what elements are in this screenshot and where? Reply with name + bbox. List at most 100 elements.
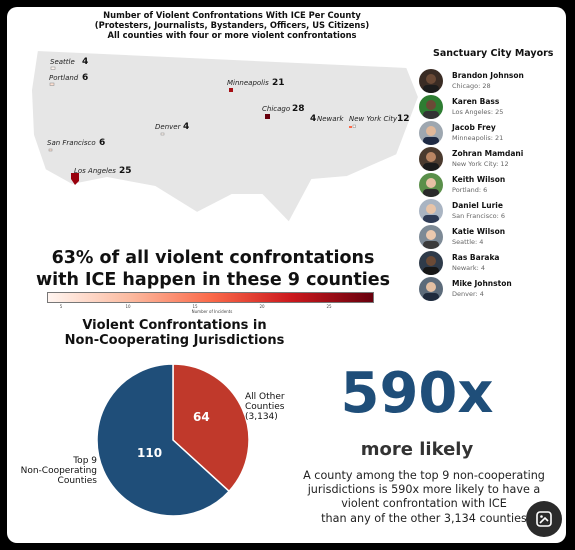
city-label-seattle: Seattle bbox=[50, 58, 75, 66]
mayor-city: Seattle: 4 bbox=[452, 238, 484, 246]
mayor-avatar bbox=[419, 69, 443, 93]
pie-label-line: Counties bbox=[57, 476, 97, 486]
county-marker-denver bbox=[160, 132, 165, 136]
mayor-city: San Francisco: 6 bbox=[452, 212, 506, 220]
colorbar-tick: 20 bbox=[259, 304, 265, 309]
mayor-avatar bbox=[419, 147, 443, 171]
county-marker-sf bbox=[48, 148, 53, 152]
pie-slice-top9 bbox=[96, 363, 231, 517]
pie-title: Violent Confrontations in Non-Cooperatin… bbox=[47, 318, 302, 348]
county-marker-nyc bbox=[349, 126, 352, 128]
pie-slice-other bbox=[172, 363, 250, 493]
pie-label-line: Top 9 bbox=[73, 456, 97, 466]
pie-label-line: Counties bbox=[245, 402, 285, 412]
colorbar-tick: 25 bbox=[326, 304, 332, 309]
mayor-name: Jacob Frey bbox=[452, 123, 496, 132]
mayor-name: Mike Johnston bbox=[452, 279, 512, 288]
pie-label-other: All Other Counties (3,134) bbox=[245, 392, 305, 422]
explanation-line: A county among the top 9 non-cooperating bbox=[303, 469, 545, 482]
image-action-button[interactable] bbox=[526, 501, 562, 537]
mayors-title: Sanctuary City Mayors bbox=[433, 48, 554, 59]
pie-title-line: Non-Cooperating Jurisdictions bbox=[64, 333, 285, 348]
map-title: Number of Violent Confrontations With IC… bbox=[67, 10, 397, 40]
pie-chart bbox=[96, 363, 250, 517]
city-count-chicago: 28 bbox=[292, 104, 305, 114]
city-count-sf: 6 bbox=[99, 138, 106, 148]
explanation-text: A county among the top 9 non-cooperating… bbox=[282, 469, 566, 526]
city-label-minneapolis: Minneapolis bbox=[227, 79, 269, 87]
county-marker-newark bbox=[352, 124, 356, 128]
pie-label-line: All Other bbox=[245, 392, 285, 402]
mayor-city: New York City: 12 bbox=[452, 160, 509, 168]
mayor-city: Denver: 4 bbox=[452, 290, 484, 298]
mayor-item: Zohran Mamdani New York City: 12 bbox=[419, 147, 559, 173]
mayor-avatar bbox=[419, 95, 443, 119]
mayor-name: Ras Baraka bbox=[452, 253, 500, 262]
pie-title-line: Violent Confrontations in bbox=[82, 318, 267, 333]
pie-value-top9: 110 bbox=[137, 446, 163, 460]
mayor-avatar bbox=[419, 121, 443, 145]
mayor-avatar bbox=[419, 199, 443, 223]
mayor-city: Portland: 6 bbox=[452, 186, 488, 194]
infographic-card: Number of Violent Confrontations With IC… bbox=[7, 7, 566, 543]
mayor-city: Chicago: 28 bbox=[452, 82, 491, 90]
mayor-item: Katie Wilson Seattle: 4 bbox=[419, 225, 559, 251]
mayor-name: Brandon Johnson bbox=[452, 71, 524, 80]
county-marker-minneapolis bbox=[229, 88, 233, 92]
mayor-name: Daniel Lurie bbox=[452, 201, 503, 210]
mayor-item: Mike Johnston Denver: 4 bbox=[419, 277, 559, 303]
mayor-avatar bbox=[419, 251, 443, 275]
mayor-name: Karen Bass bbox=[452, 97, 500, 106]
city-label-denver: Denver bbox=[155, 123, 181, 131]
city-label-nyc: New York City bbox=[349, 115, 398, 123]
mayor-item: Brandon Johnson Chicago: 28 bbox=[419, 69, 559, 95]
mayor-item: Jacob Frey Minneapolis: 21 bbox=[419, 121, 559, 147]
city-label-la: Los Angeles bbox=[74, 167, 116, 175]
mayor-name: Katie Wilson bbox=[452, 227, 506, 236]
mayor-city: Newark: 4 bbox=[452, 264, 485, 272]
city-label-sf: San Francisco bbox=[47, 139, 96, 147]
pie-label-line: Non-Cooperating bbox=[20, 466, 97, 476]
city-label-chicago: Chicago bbox=[262, 105, 291, 113]
city-count-newark: 4 bbox=[310, 114, 317, 124]
county-marker-portland bbox=[49, 82, 55, 86]
city-count-la: 25 bbox=[119, 166, 132, 176]
us-map bbox=[29, 48, 421, 225]
headline-line: with ICE happen in these 9 counties bbox=[35, 270, 391, 290]
headline-line: 63% of all violent confrontations bbox=[51, 248, 375, 268]
mayor-avatar bbox=[419, 277, 443, 301]
city-label-newark: Newark bbox=[317, 115, 344, 123]
county-marker-chicago bbox=[265, 114, 270, 119]
mayor-item: Ras Baraka Newark: 4 bbox=[419, 251, 559, 277]
mayor-city: Minneapolis: 21 bbox=[452, 134, 504, 142]
mayor-item: Karen Bass Los Angeles: 25 bbox=[419, 95, 559, 121]
map-title-line: Number of Violent Confrontations With IC… bbox=[103, 10, 361, 20]
more-likely-text: more likely bbox=[360, 439, 474, 460]
us-map-shape bbox=[29, 48, 421, 225]
mayor-avatar bbox=[419, 225, 443, 249]
city-count-denver: 4 bbox=[183, 122, 190, 132]
mayor-item: Daniel Lurie San Francisco: 6 bbox=[419, 199, 559, 225]
headline: 63% of all violent confrontations with I… bbox=[17, 247, 409, 291]
colorbar-tick: 5 bbox=[59, 304, 63, 309]
city-count-minneapolis: 21 bbox=[272, 78, 285, 88]
explanation-line: than any of the other 3,134 counties bbox=[321, 511, 527, 525]
colorbar bbox=[47, 292, 374, 303]
colorbar-tick: 15 bbox=[192, 304, 198, 309]
explanation-line: jurisdictions is 590x more likely to hav… bbox=[307, 483, 541, 497]
map-title-line: (Protesters, Journalists, Bystanders, Of… bbox=[94, 20, 370, 30]
pie-value-other: 64 bbox=[193, 410, 210, 424]
mayor-name: Keith Wilson bbox=[452, 175, 506, 184]
pie-label-line: (3,134) bbox=[245, 412, 278, 422]
pie-label-top9: Top 9 Non-Cooperating Counties bbox=[7, 456, 97, 486]
city-count-seattle: 4 bbox=[82, 57, 89, 67]
mayor-city: Los Angeles: 25 bbox=[452, 108, 504, 116]
big-multiplier: 590x bbox=[340, 361, 494, 426]
colorbar-tick: 10 bbox=[125, 304, 131, 309]
explanation-line: violent confrontation with ICE bbox=[341, 497, 507, 511]
county-marker-seattle bbox=[50, 66, 56, 70]
city-count-portland: 6 bbox=[82, 73, 89, 83]
mayor-name: Zohran Mamdani bbox=[452, 149, 524, 158]
city-label-portland: Portland bbox=[49, 74, 79, 82]
